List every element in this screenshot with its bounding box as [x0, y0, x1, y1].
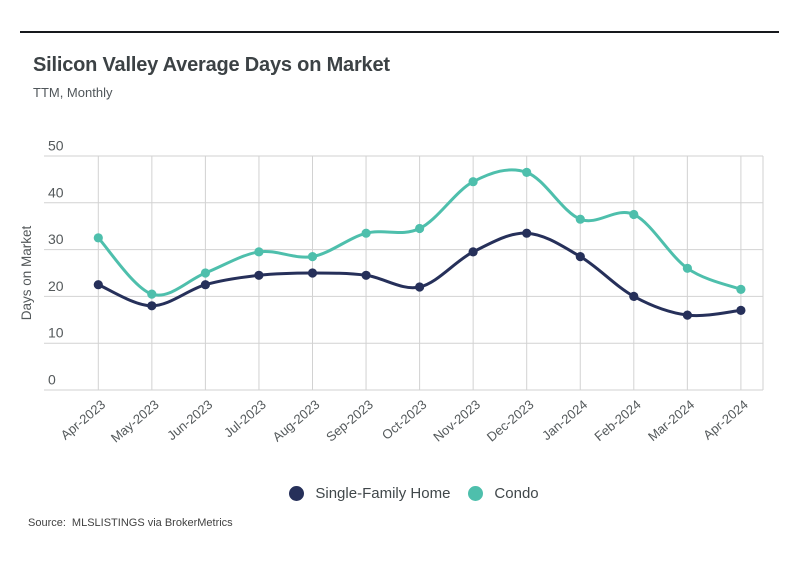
data-point: [522, 228, 532, 238]
data-point: [307, 268, 318, 278]
x-tick-labels: Apr-2023 May-2023 Jun-2023 Jul-2023 Aug-2023…: [58, 397, 751, 446]
y-tick-label: 10: [48, 325, 64, 341]
data-point: [575, 214, 585, 224]
data-point: [147, 289, 157, 299]
x-tick-label: Apr-2023: [58, 397, 109, 443]
source-note: Source: MLSLISTINGS via BrokerMetrics: [28, 517, 233, 529]
data-point: [522, 167, 532, 177]
data-point: [736, 284, 746, 294]
x-tick-label: May-2023: [108, 397, 162, 446]
y-tick-label: 50: [48, 138, 64, 154]
chart-header: Silicon Valley Average Days on Market TT…: [33, 53, 390, 100]
data-point: [415, 223, 425, 234]
x-tick-label: Oct-2023: [379, 397, 430, 443]
data-point: [736, 305, 746, 315]
y-tick-label: 20: [48, 278, 64, 294]
data-point: [682, 310, 693, 320]
data-point: [682, 263, 693, 273]
x-tick-label: Jul-2023: [221, 397, 269, 441]
x-tick-label: Mar-2024: [645, 397, 697, 444]
source-label: Source:: [28, 517, 66, 529]
legend-dot-icon: [468, 485, 484, 501]
legend-item: Condo: [468, 484, 539, 502]
data-point: [254, 247, 264, 257]
data-point: [200, 280, 210, 290]
data-point: [629, 209, 639, 220]
x-tick-label: Feb-2024: [591, 397, 643, 444]
legend-label: Condo: [494, 484, 539, 502]
y-gridlines-and-ticks: 0 10 20 30 40 50: [44, 138, 763, 391]
data-point: [254, 270, 264, 280]
source-text: MLSLISTINGS via BrokerMetrics: [71, 517, 233, 529]
chart-subtitle: TTM, Monthly: [33, 85, 113, 100]
data-point: [93, 280, 103, 290]
legend-label: Single-Family Home: [315, 484, 451, 502]
data-point: [468, 177, 478, 187]
chart-title: Silicon Valley Average Days on Market: [33, 54, 390, 76]
y-tick-label: 0: [48, 372, 56, 388]
x-tick-label: Jan-2024: [539, 397, 590, 443]
data-point: [93, 233, 103, 243]
x-tick-label: Jun-2023: [164, 397, 215, 443]
data-point: [147, 301, 157, 311]
data-point: [361, 228, 371, 238]
x-tick-label: Sep-2023: [323, 397, 376, 445]
series-single-family-home: [93, 228, 746, 320]
data-point: [468, 247, 478, 257]
x-tick-label: Nov-2023: [430, 397, 483, 445]
data-point: [415, 282, 425, 292]
top-border: [20, 31, 779, 33]
y-tick-label: 40: [48, 184, 64, 200]
data-point: [575, 252, 585, 262]
x-gridlines: [97, 156, 764, 390]
data-point: [629, 291, 639, 301]
data-point: [307, 252, 318, 262]
y-axis-title: Days on Market: [19, 225, 34, 320]
chart-legend: Single-Family Home Condo: [65, 481, 763, 505]
legend-item: Single-Family Home: [289, 485, 450, 502]
data-point: [361, 270, 371, 280]
data-point: [200, 268, 210, 278]
y-tick-label: 30: [48, 231, 64, 247]
series-condo: [93, 167, 746, 299]
legend-dot-icon: [289, 485, 305, 501]
x-tick-label: Apr-2024: [700, 397, 751, 443]
x-tick-label: Aug-2023: [270, 397, 323, 445]
x-tick-label: Dec-2023: [484, 397, 537, 445]
